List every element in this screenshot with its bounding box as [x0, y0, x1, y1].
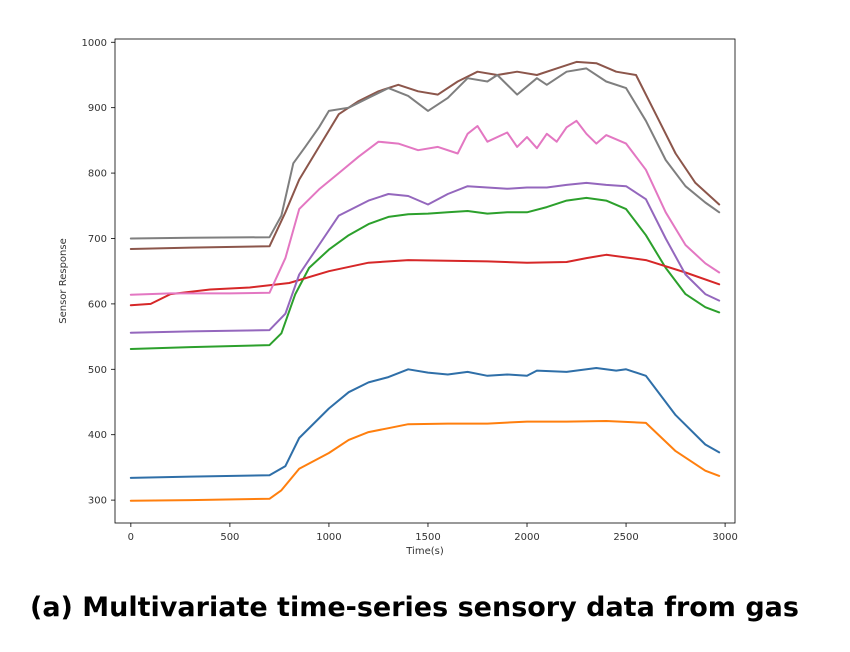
series-line-3 — [129, 196, 721, 350]
series-line-5 — [129, 181, 721, 334]
y-tick-label: 800 — [88, 169, 107, 180]
series-layer — [129, 60, 721, 502]
y-tick-label: 400 — [88, 430, 107, 441]
x-tick-label: 1500 — [415, 532, 440, 543]
y-tick-label: 300 — [88, 496, 107, 507]
x-tick-label: 2000 — [514, 532, 539, 543]
y-tick-label: 900 — [88, 103, 107, 114]
series-line-1 — [129, 367, 721, 479]
series-line-8 — [129, 67, 721, 240]
series-line-6 — [129, 119, 721, 296]
x-tick-label: 0 — [128, 532, 134, 543]
series-line-2 — [129, 420, 721, 502]
plot-area-frame — [114, 38, 736, 524]
x-tick-label: 1000 — [316, 532, 341, 543]
y-axis-ticks: 300 400 500 600 700 800 900 1000 — [82, 38, 115, 507]
series-line-7 — [129, 60, 721, 250]
line-chart: 0 500 1000 1500 2000 2500 3000 300 400 500 600 700… — [58, 38, 738, 557]
y-tick-label: 1000 — [82, 38, 107, 49]
x-tick-label: 500 — [220, 532, 239, 543]
x-axis-ticks: 0 500 1000 1500 2000 2500 3000 — [128, 523, 738, 543]
y-tick-label: 600 — [88, 299, 107, 310]
x-axis-title: Time(s) — [405, 546, 444, 557]
figure-caption: (a) Multivariate time-series sensory dat… — [30, 592, 799, 623]
x-tick-label: 3000 — [712, 532, 737, 543]
series-line-4 — [129, 253, 721, 307]
x-tick-label: 2500 — [613, 532, 638, 543]
y-axis-title: Sensor Response — [58, 238, 69, 323]
y-tick-label: 500 — [88, 365, 107, 376]
y-tick-label: 700 — [88, 234, 107, 245]
